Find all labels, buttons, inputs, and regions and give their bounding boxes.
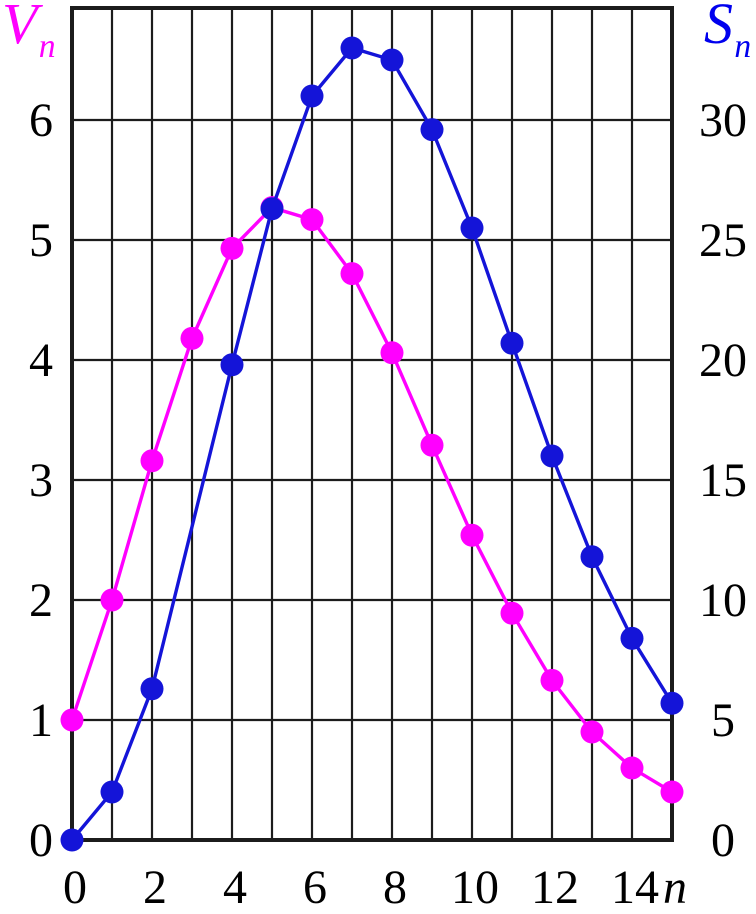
left-axis-title: Vn [2, 0, 56, 65]
plot-frame [70, 6, 674, 842]
data-point-s_n [140, 677, 164, 701]
x-axis-tick-label: 8 [383, 861, 407, 914]
right-axis-tick-label: 0 [711, 814, 735, 867]
left-axis-tick-label: 3 [29, 454, 53, 507]
left-axis-tick-label: 5 [29, 214, 53, 267]
left-axis-tick-label: 6 [29, 94, 53, 147]
right-axis-tick-label: 20 [699, 334, 747, 387]
series-line-v_n [70, 205, 673, 794]
data-point-s_n [60, 828, 84, 852]
data-point-s_n [580, 545, 604, 569]
data-point-s_n [460, 216, 484, 240]
data-point-v_n [60, 708, 84, 732]
right-axis-title: Sn [704, 0, 751, 65]
left-axis-tick-label: 2 [29, 574, 53, 627]
data-point-s_n [220, 353, 244, 377]
data-point-s_n [660, 691, 684, 715]
x-axis-tick-label: 6 [303, 861, 327, 914]
x-axis-tick-label: 12 [531, 861, 579, 914]
data-point-v_n [380, 341, 404, 365]
data-point-s_n [340, 36, 364, 60]
x-axis-tick-label: 14 [611, 861, 659, 914]
data-point-v_n [460, 523, 484, 547]
data-point-v_n [220, 236, 244, 260]
data-point-v_n [540, 668, 564, 692]
x-axis-tick-label: 10 [451, 861, 499, 914]
data-point-s_n [420, 118, 444, 142]
data-point-v_n [340, 262, 364, 286]
left-axis-tick-label: 0 [29, 814, 53, 867]
data-point-s_n [540, 444, 564, 468]
right-axis-subscript: n [734, 28, 752, 66]
right-axis-tick-label: 25 [699, 214, 747, 267]
data-point-s_n [300, 84, 324, 108]
data-point-s_n [620, 626, 644, 650]
data-point-s_n [380, 48, 404, 72]
data-point-v_n [100, 588, 124, 612]
right-axis-tick-label: 10 [699, 574, 747, 627]
x-axis-tick-label: 4 [223, 861, 247, 914]
data-point-v_n [660, 780, 684, 804]
right-axis-tick-label: 15 [699, 454, 747, 507]
data-point-s_n [100, 780, 124, 804]
left-axis-subscript: n [38, 28, 56, 66]
data-point-s_n [260, 197, 284, 221]
data-point-v_n [620, 756, 644, 780]
x-axis-tick-label: 2 [143, 861, 167, 914]
data-point-v_n [180, 326, 204, 350]
data-point-v_n [500, 601, 524, 625]
right-axis-letter: S [704, 0, 733, 56]
left-axis-letter: V [2, 0, 38, 56]
right-axis-tick-label: 5 [711, 694, 735, 747]
data-point-s_n [500, 331, 524, 355]
data-point-v_n [580, 720, 604, 744]
data-point-v_n [420, 433, 444, 457]
left-axis-tick-label: 4 [29, 334, 53, 387]
x-axis-label: n [663, 861, 687, 914]
data-point-v_n [140, 449, 164, 473]
left-axis-tick-label: 1 [29, 694, 53, 747]
x-axis-tick-label: 0 [63, 861, 87, 914]
right-axis-tick-label: 30 [699, 94, 747, 147]
data-point-v_n [300, 208, 324, 232]
